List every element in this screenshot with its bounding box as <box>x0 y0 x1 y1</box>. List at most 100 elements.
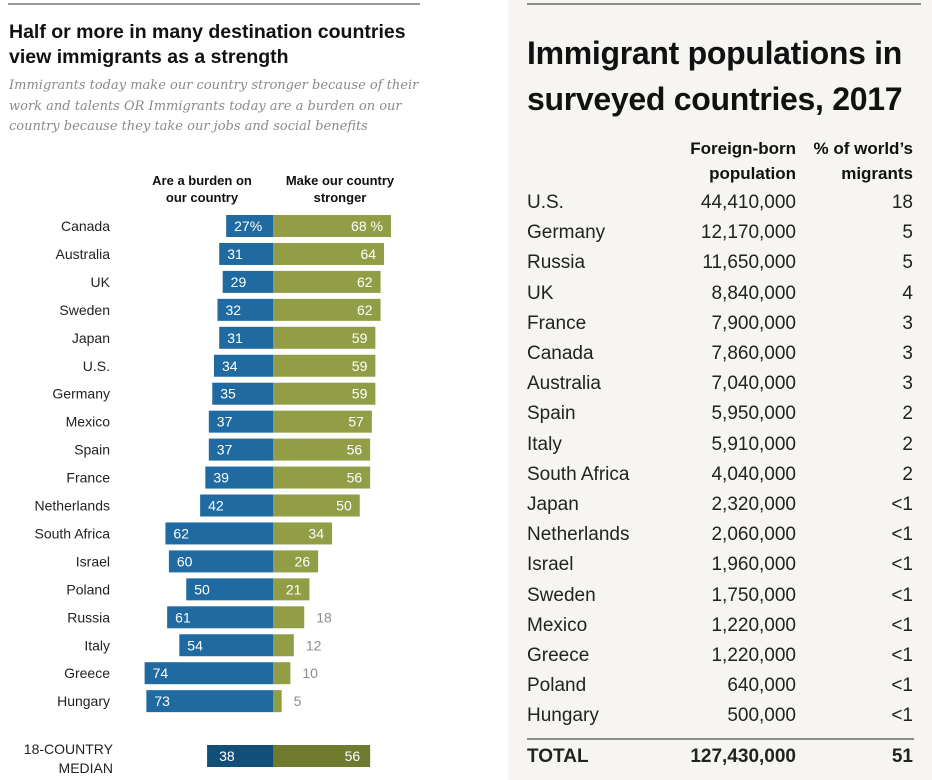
bar-stronger <box>273 494 360 517</box>
bar-stronger <box>273 606 305 629</box>
bar-stronger <box>273 550 319 573</box>
table-row: Australia 7,040,000 3 <box>508 373 932 403</box>
bar-burden <box>208 410 273 433</box>
bar-stronger <box>273 326 376 349</box>
data-label-burden: 39 <box>213 470 229 486</box>
data-label-burden: 74 <box>153 665 169 681</box>
data-label-burden: 29 <box>231 274 247 290</box>
data-label-burden: 31 <box>227 330 243 346</box>
share-cell: <1 <box>891 554 913 576</box>
table-row: Sweden 1,750,000 <1 <box>508 585 932 615</box>
table-title: Immigrant populations in surveyed countr… <box>527 35 903 117</box>
country-cell: Hungary <box>527 705 599 727</box>
bar-burden <box>208 438 273 461</box>
population-cell: 2,060,000 <box>711 524 796 546</box>
data-label-stronger: 12 <box>306 637 322 653</box>
category-label: Greece <box>64 665 110 681</box>
share-cell: <1 <box>891 645 913 666</box>
table-row: Canada 7,860,000 3 <box>508 343 932 373</box>
country-cell: Netherlands <box>527 524 630 546</box>
category-label: Hungary <box>57 693 110 709</box>
share-cell: <1 <box>891 494 913 515</box>
category-label: Spain <box>74 442 110 458</box>
category-label: Canada <box>61 218 110 234</box>
country-cell: Spain <box>527 403 576 425</box>
table-row: Israel 1,960,000 <1 <box>508 554 932 584</box>
data-label-burden: 60 <box>177 553 193 569</box>
data-label-stronger: 34 <box>308 525 324 541</box>
category-label: Italy <box>84 637 110 653</box>
population-cell: 12,170,000 <box>700 222 796 244</box>
bar-burden <box>168 550 273 573</box>
column-header-share: % of world’s migrants <box>813 139 914 183</box>
data-label-stronger: 56 <box>347 442 363 458</box>
population-cell: 1,220,000 <box>711 614 796 636</box>
population-cell: 4,040,000 <box>711 463 796 485</box>
bar-burden <box>146 690 273 713</box>
data-label-burden: 27% <box>234 218 262 234</box>
left-chart-panel: Half or more in many destination countri… <box>0 0 430 780</box>
bar-stronger <box>273 578 310 601</box>
table-row: Netherlands 2,060,000 <1 <box>508 524 932 554</box>
category-label: Australia <box>56 246 111 262</box>
bar-stronger <box>273 522 332 545</box>
bar-burden <box>219 326 273 349</box>
country-cell: Australia <box>527 373 601 395</box>
data-label-burden: 61 <box>175 609 191 625</box>
share-cell: 5 <box>902 252 913 274</box>
bar-stronger <box>273 662 291 685</box>
data-label-stronger: 59 <box>352 358 368 374</box>
share-cell: 4 <box>902 282 913 304</box>
bar-burden <box>200 494 273 517</box>
country-cell: UK <box>527 282 554 304</box>
share-cell: 2 <box>902 403 913 425</box>
country-cell: Mexico <box>527 614 588 636</box>
data-label-median-stronger: 56 <box>345 748 361 764</box>
data-label-stronger: 57 <box>348 414 364 430</box>
country-cell: Poland <box>527 675 587 697</box>
right-table-panel: Immigrant populations in surveyed countr… <box>508 0 932 780</box>
data-label-stronger: 68 % <box>351 218 383 234</box>
bar-burden <box>167 606 273 629</box>
category-label: Israel <box>76 553 110 569</box>
table-row: Japan 2,320,000 <1 <box>508 494 932 524</box>
bar-burden <box>144 662 273 685</box>
data-label-burden: 54 <box>187 637 203 653</box>
chart-title: Half or more in many destination countri… <box>9 21 406 68</box>
top-rule <box>8 3 420 5</box>
country-cell: Japan <box>527 494 579 515</box>
data-label-stronger: 59 <box>352 330 368 346</box>
share-cell: 3 <box>902 373 913 395</box>
data-label-stronger: 62 <box>357 274 373 290</box>
category-label: France <box>66 470 110 486</box>
bar-stronger <box>273 438 371 461</box>
total-divider <box>527 738 914 740</box>
data-label-stronger: 56 <box>347 470 363 486</box>
bar-stronger <box>273 354 376 377</box>
share-cell: 3 <box>902 312 913 334</box>
share-cell: 2 <box>902 433 913 455</box>
table-row: Spain 5,950,000 2 <box>508 403 932 433</box>
table-row: South Africa 4,040,000 2 <box>508 464 932 494</box>
country-cell: Sweden <box>527 584 596 606</box>
country-cell: Greece <box>527 645 590 666</box>
data-label-stronger: 21 <box>286 581 302 597</box>
bar-burden <box>217 298 273 321</box>
table-row: Greece 1,220,000 <1 <box>508 645 932 675</box>
data-label-burden: 34 <box>222 358 238 374</box>
table-row: Russia 11,650,000 5 <box>508 252 932 282</box>
table-row: UK 8,840,000 4 <box>508 283 932 313</box>
legend-burden: Are a burden on our country <box>152 173 252 205</box>
population-cell: 7,860,000 <box>711 343 796 364</box>
data-label-burden: 32 <box>225 302 241 318</box>
population-cell: 11,650,000 <box>702 252 796 274</box>
data-label-median-burden: 38 <box>219 748 235 764</box>
table-row: Germany 12,170,000 5 <box>508 222 932 252</box>
bar-burden <box>226 215 273 237</box>
median-label: 18-COUNTRY <box>24 741 114 757</box>
bar-burden <box>186 578 273 601</box>
bar-median-stronger <box>273 745 371 767</box>
share-cell: 5 <box>902 222 913 244</box>
data-label-stronger: 5 <box>294 693 302 709</box>
bar-stronger <box>273 634 294 657</box>
